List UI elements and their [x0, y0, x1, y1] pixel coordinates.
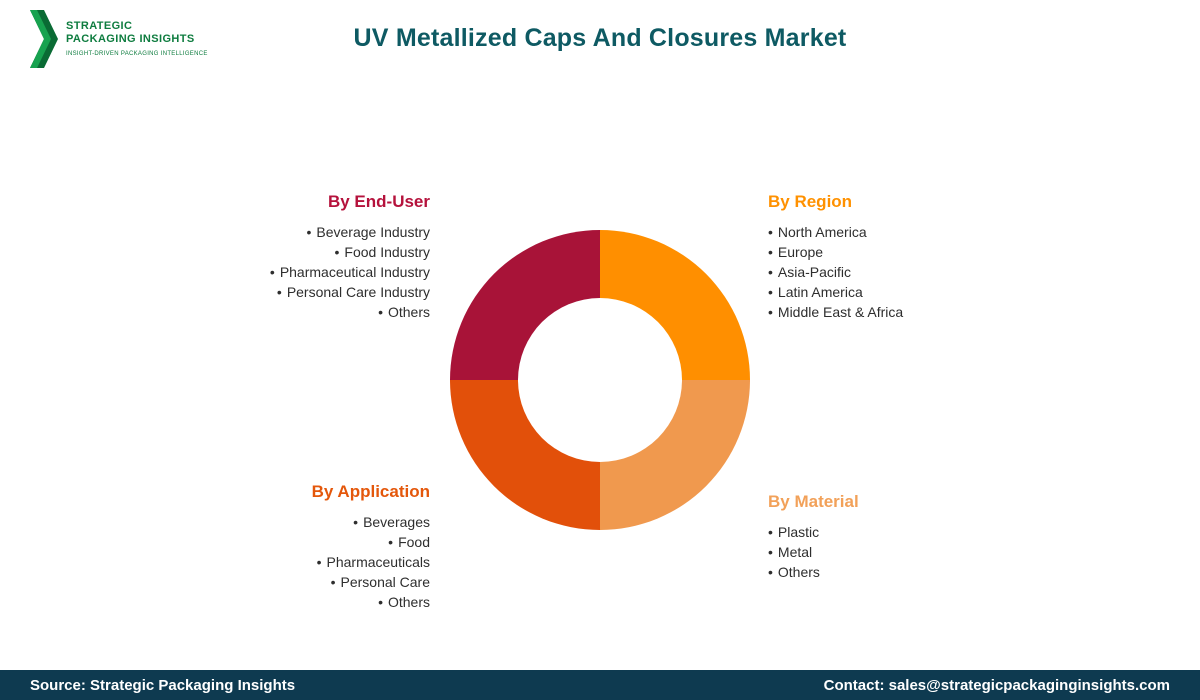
logo-line-1: STRATEGIC: [66, 20, 133, 32]
list-item: • North America: [768, 222, 903, 242]
list-item-label: Food Industry: [344, 244, 430, 260]
list-item-label: Personal Care: [340, 574, 431, 590]
list-item-label: Pharmaceutical Industry: [279, 264, 430, 280]
list-item-label: Metal: [777, 544, 813, 560]
list-item: • Food Industry: [270, 242, 430, 262]
list-item-label: Asia-Pacific: [777, 264, 852, 280]
list-item: • Others: [312, 592, 430, 612]
list-item-label: Pharmaceuticals: [326, 554, 431, 570]
segment-block-end-user: By End-User • Beverage Industry • Food Ind…: [270, 192, 430, 322]
logo-tagline: INSIGHT-DRIVEN PACKAGING INTELLIGENCE: [66, 51, 208, 57]
list-item: • Beverages: [312, 512, 430, 532]
list-item: • Asia-Pacific: [768, 262, 903, 282]
bullet-icon: •: [768, 524, 773, 540]
segment-block-region: By Region • North America • Europe • Asia-P…: [768, 192, 903, 322]
bullet-icon: •: [768, 244, 773, 260]
list-item-label: Personal Care Industry: [286, 284, 430, 300]
bullet-icon: •: [378, 304, 383, 320]
list-item: • Others: [768, 562, 859, 582]
list-item-label: Beverage Industry: [316, 224, 430, 240]
segment-heading-material: By Material: [768, 492, 859, 511]
list-item: • Europe: [768, 242, 903, 262]
segment-heading-end-user: By End-User: [327, 192, 430, 211]
bullet-icon: •: [768, 564, 773, 580]
list-item-label: Middle East & Africa: [777, 304, 904, 320]
list-item: • Middle East & Africa: [768, 302, 903, 322]
bullet-icon: •: [768, 284, 773, 300]
logo-text: STRATEGIC PACKAGING INSIGHTS INSIGHT-DRI…: [66, 10, 208, 57]
bullet-icon: •: [768, 544, 773, 560]
list-item: • Beverage Industry: [270, 222, 430, 242]
list-item-label: Others: [387, 594, 430, 610]
bullet-icon: •: [306, 224, 312, 240]
bullet-icon: •: [269, 264, 275, 280]
list-item-label: Others: [777, 564, 820, 580]
segment-block-application: By Application • Beverages • Food • Pharmac…: [312, 482, 430, 612]
bullet-icon: •: [276, 284, 282, 300]
list-item-label: Latin America: [777, 284, 863, 300]
bullet-icon: •: [768, 224, 773, 240]
segment-heading-region: By Region: [768, 192, 853, 211]
list-item: • Food: [312, 532, 430, 552]
segment-list-region: • North America • Europe • Asia-Pacific • La…: [768, 222, 903, 322]
bullet-icon: •: [334, 244, 340, 260]
list-item: • Pharmaceutical Industry: [270, 262, 430, 282]
list-item-label: Plastic: [777, 524, 820, 540]
bullet-icon: •: [768, 304, 773, 320]
bullet-icon: •: [330, 574, 336, 590]
bullet-icon: •: [353, 514, 359, 530]
list-item: • Plastic: [768, 522, 859, 542]
list-item: • Metal: [768, 542, 859, 562]
list-item: • Latin America: [768, 282, 903, 302]
logo-line-2: PACKAGING INSIGHTS: [66, 33, 195, 45]
segment-list-application: • Beverages • Food • Pharmaceuticals • Perso…: [312, 512, 430, 612]
footer-source: Source: Strategic Packaging Insights: [30, 676, 296, 694]
footer-bar: Source: Strategic Packaging Insights Con…: [0, 670, 1200, 700]
bullet-icon: •: [768, 264, 773, 280]
list-item-label: Beverages: [363, 514, 430, 530]
list-item-label: North America: [777, 224, 867, 240]
bullet-icon: •: [316, 554, 322, 570]
footer-contact: Contact: sales@strategicpackaginginsight…: [823, 676, 1170, 694]
list-item-label: Europe: [777, 244, 824, 260]
chevron-logo-icon: [30, 10, 58, 68]
bullet-icon: •: [388, 534, 394, 550]
segment-list-end-user: • Beverage Industry • Food Industry • Pharm…: [270, 222, 430, 322]
list-item-label: Food: [398, 534, 430, 550]
list-item: • Pharmaceuticals: [312, 552, 430, 572]
list-item: • Personal Care: [312, 572, 430, 592]
page-title: UV Metallized Caps And Closures Market: [353, 24, 847, 52]
donut-chart: [450, 230, 750, 530]
segment-list-material: • Plastic • Metal • Others: [768, 522, 859, 582]
segment-block-material: By Material • Plastic • Metal • Others: [768, 492, 859, 582]
list-item: • Personal Care Industry: [270, 282, 430, 302]
donut-hole: [518, 298, 682, 462]
list-item-label: Others: [387, 304, 430, 320]
bullet-icon: •: [378, 594, 383, 610]
brand-logo: STRATEGIC PACKAGING INSIGHTS INSIGHT-DRI…: [30, 10, 208, 68]
list-item: • Others: [270, 302, 430, 322]
segment-heading-application: By Application: [311, 482, 430, 501]
